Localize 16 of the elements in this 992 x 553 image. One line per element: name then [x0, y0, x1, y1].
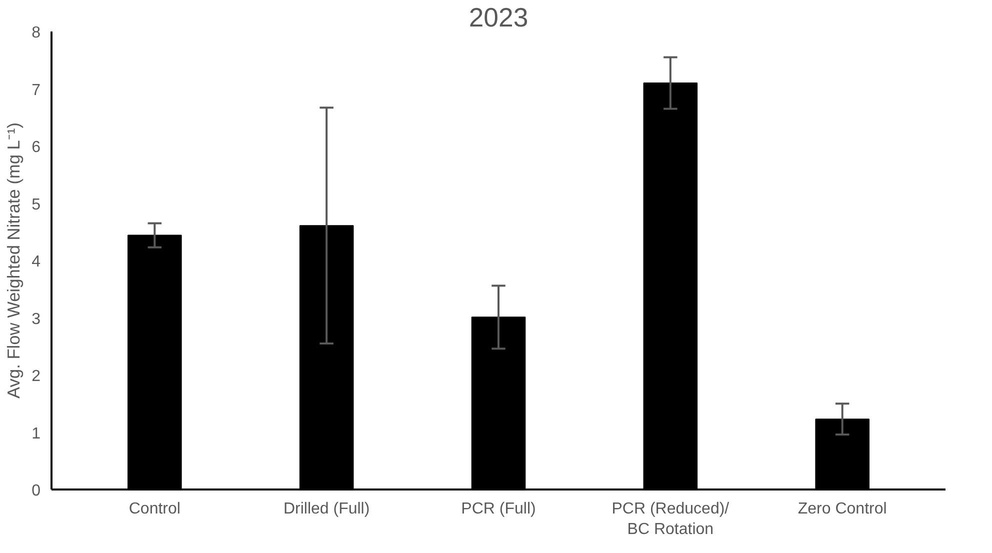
x-tick-label: Zero Control: [798, 500, 887, 518]
y-tick-label: 8: [32, 24, 41, 42]
y-tick-label: 4: [32, 254, 41, 270]
y-axis-title: Avg. Flow Weighted Nitrate (mg L⁻¹): [4, 122, 24, 398]
y-tick-label: 7: [32, 82, 41, 99]
y-tick-label: 0: [32, 482, 41, 500]
x-tick-label: PCR (Full): [461, 500, 536, 518]
x-tick-label: PCR (Reduced)/ BC Rotation: [612, 500, 730, 538]
x-tick-label: Control: [128, 500, 180, 518]
x-tick-label: Drilled (Full): [283, 500, 370, 518]
y-tick-label: 5: [32, 196, 41, 214]
y-tick-label: 1: [32, 425, 41, 442]
y-tick-label: 6: [32, 139, 41, 156]
y-tick-label: 3: [32, 310, 41, 328]
y-tick-label: 2: [32, 368, 41, 385]
chart-title: 2023: [468, 2, 528, 32]
